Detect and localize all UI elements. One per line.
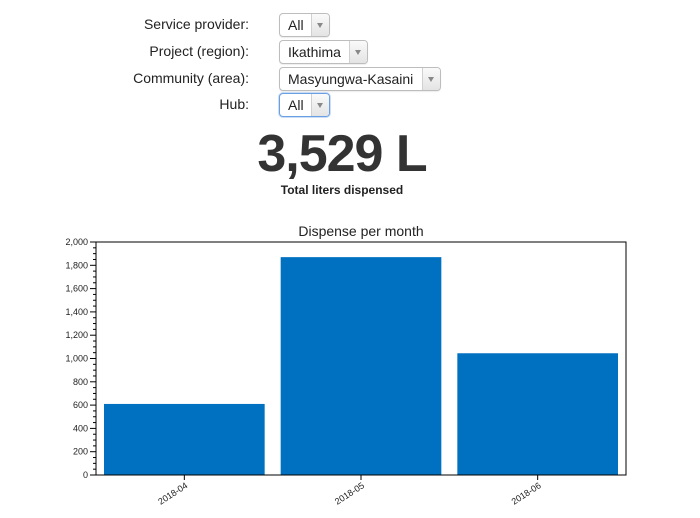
chevron-down-icon [355, 50, 361, 55]
hub-select[interactable]: All [279, 93, 330, 117]
chevron-down-icon [317, 23, 323, 28]
service-provider-value: All [288, 17, 304, 33]
y-tick-label: 1,200 [65, 330, 88, 340]
chart-title: Dispense per month [298, 223, 424, 239]
x-tick-label: 2018-04 [156, 480, 189, 506]
service-provider-select[interactable]: All [279, 13, 330, 37]
y-tick-label: 800 [73, 377, 88, 387]
y-tick-label: 1,600 [65, 284, 88, 294]
filter-hub: Hub: All [0, 93, 700, 117]
project-label: Project (region): [149, 43, 249, 59]
y-tick-label: 2,000 [65, 237, 88, 247]
project-select[interactable]: Ikathima [279, 40, 368, 64]
bar-2018-05[interactable] [280, 257, 442, 475]
project-dropdown-button[interactable] [349, 41, 367, 63]
dispense-bar-chart: 0 200 400 600 800 1,000 1,200 1,400 1,600 1,800 2,… [65, 237, 627, 507]
y-tick-label: 1,400 [65, 307, 88, 317]
total-liters-label: Total liters dispensed [280, 183, 404, 197]
y-tick-label: 200 [73, 447, 88, 457]
y-tick-label: 1,000 [65, 354, 88, 364]
hub-label: Hub: [219, 96, 249, 112]
bar-2018-06[interactable] [457, 353, 618, 475]
service-provider-dropdown-button[interactable] [311, 14, 329, 36]
community-value: Masyungwa-Kasaini [288, 71, 414, 87]
hub-value: All [288, 97, 304, 113]
bar-2018-04[interactable] [104, 403, 265, 475]
x-tick-label: 2018-05 [333, 480, 366, 506]
service-provider-label: Service provider: [143, 16, 249, 32]
chevron-down-icon [428, 77, 434, 82]
filter-community: Community (area): Masyungwa-Kasaini [0, 67, 700, 91]
total-liters-value: 3,529 L [257, 125, 427, 183]
community-dropdown-button[interactable] [422, 68, 440, 90]
y-tick-label: 600 [73, 400, 88, 410]
hub-dropdown-button[interactable] [311, 94, 329, 116]
y-tick-label: 400 [73, 423, 88, 433]
community-select[interactable]: Masyungwa-Kasaini [279, 67, 441, 91]
filter-project: Project (region): Ikathima [0, 40, 700, 64]
chevron-down-icon [317, 103, 323, 108]
community-label: Community (area): [133, 70, 249, 86]
x-tick-label: 2018-06 [510, 480, 543, 506]
y-tick-label: 1,800 [65, 260, 88, 270]
bars-layer [104, 257, 618, 475]
y-tick-label: 0 [83, 470, 88, 480]
filter-service-provider: Service provider: All [0, 13, 700, 37]
project-value: Ikathima [288, 44, 341, 60]
